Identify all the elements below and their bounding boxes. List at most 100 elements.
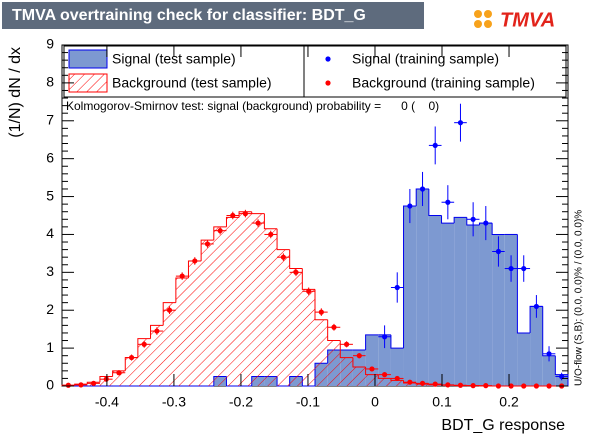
- data-point: [394, 375, 400, 382]
- histogram-outline: [200, 239, 214, 261]
- data-point: [166, 307, 173, 313]
- histogram-bar: [112, 370, 126, 386]
- data-point: [457, 120, 464, 126]
- data-point: [280, 254, 286, 260]
- y-tick-label: 2: [46, 301, 54, 317]
- histogram-outline: [377, 374, 391, 379]
- data-point: [103, 376, 109, 382]
- histogram-bar: [403, 206, 417, 386]
- data-point: [483, 383, 489, 389]
- legend-marker: [325, 80, 331, 86]
- data-point: [483, 220, 489, 226]
- data-point: [65, 382, 71, 388]
- data-point: [154, 328, 160, 334]
- legend-swatch: [68, 49, 108, 69]
- histogram-outline: [365, 334, 379, 351]
- histogram-outline: [301, 268, 315, 290]
- histogram-bar: [340, 357, 353, 386]
- data-point: [508, 383, 514, 389]
- histogram-bar: [504, 234, 518, 386]
- y-tick-label: 3: [46, 263, 54, 279]
- histogram-bar: [365, 334, 379, 386]
- data-point: [217, 228, 223, 234]
- histogram-outline: [542, 306, 556, 357]
- data-point: [521, 383, 527, 389]
- histogram-bar: [378, 334, 391, 386]
- x-tick-label: -0.4: [95, 394, 119, 410]
- data-point: [382, 372, 388, 378]
- data-point: [331, 324, 337, 330]
- x-tick-label: 0.2: [499, 394, 519, 410]
- histogram-bar: [378, 378, 391, 386]
- histogram-outline: [390, 334, 404, 349]
- histogram-bar: [125, 357, 138, 386]
- plot: [61, 103, 569, 389]
- legend-label: Signal (training sample): [352, 51, 499, 67]
- y-tick-label: 6: [46, 149, 54, 165]
- x-tick-label: 0.1: [432, 394, 452, 410]
- x-tick-label: 0: [371, 394, 379, 410]
- histogram-outline: [365, 367, 379, 376]
- data-point: [268, 231, 274, 238]
- histogram-bar: [365, 374, 379, 386]
- histogram-bar: [289, 268, 303, 386]
- data-point: [546, 383, 552, 389]
- data-point: [204, 241, 211, 247]
- histogram-bar: [188, 260, 202, 386]
- histogram-bar: [542, 355, 556, 386]
- legend: Signal (test sample) Background (test sam…: [68, 49, 535, 93]
- data-point: [457, 382, 464, 388]
- data-point: [141, 341, 147, 347]
- data-point: [432, 142, 438, 149]
- y-tick-label: 5: [46, 187, 54, 203]
- histogram-bar: [454, 217, 467, 386]
- histogram-bar: [137, 338, 151, 386]
- histogram-bar: [466, 224, 480, 386]
- data-point: [419, 186, 426, 192]
- data-point: [318, 309, 324, 315]
- data-point: [432, 381, 438, 387]
- histogram-outline: [137, 338, 151, 358]
- histogram-bar: [302, 289, 315, 386]
- histogram-bar: [226, 217, 240, 386]
- x-tick-label: -0.2: [229, 394, 253, 410]
- histogram-outline: [327, 319, 341, 342]
- legend-label: Background (test sample): [112, 75, 272, 91]
- histogram-bar: [163, 302, 176, 386]
- histogram-bar: [213, 226, 227, 386]
- x-tick-label: -0.3: [162, 394, 186, 410]
- histogram-bar: [327, 340, 341, 386]
- data-point: [242, 211, 248, 217]
- histogram-bar: [517, 332, 531, 386]
- data-point: [470, 383, 476, 389]
- y-tick-label: 8: [46, 74, 54, 90]
- histogram-outline: [428, 188, 442, 216]
- y-tick-label: 9: [46, 36, 54, 52]
- histogram-bar: [441, 223, 455, 386]
- logo: TMVA: [474, 9, 555, 31]
- histogram-bar: [175, 278, 189, 386]
- histogram-bar: [428, 215, 442, 386]
- y-tick-label: 4: [46, 225, 54, 241]
- data-point: [559, 373, 565, 380]
- data-point: [293, 269, 299, 275]
- data-point: [495, 248, 502, 255]
- chart-title: TMVA overtraining check for classifier: …: [12, 7, 366, 24]
- y-tick-label: 1: [46, 339, 54, 355]
- data-point: [90, 380, 97, 386]
- histogram-bar: [492, 234, 505, 386]
- histogram-outline: [263, 213, 278, 230]
- data-point: [495, 383, 502, 389]
- data-point: [179, 273, 185, 279]
- histogram-outline: [162, 302, 176, 326]
- histogram-outline: [339, 340, 353, 359]
- histogram-bar: [352, 367, 366, 386]
- data-point: [230, 212, 236, 219]
- histogram-bar: [201, 240, 214, 386]
- logo-text: TMVA: [500, 9, 555, 31]
- y-tick-label: 7: [46, 111, 54, 127]
- y-axis-label: (1/N) dN / dx: [7, 47, 24, 138]
- data-point: [382, 334, 388, 340]
- histogram-bar: [390, 380, 404, 386]
